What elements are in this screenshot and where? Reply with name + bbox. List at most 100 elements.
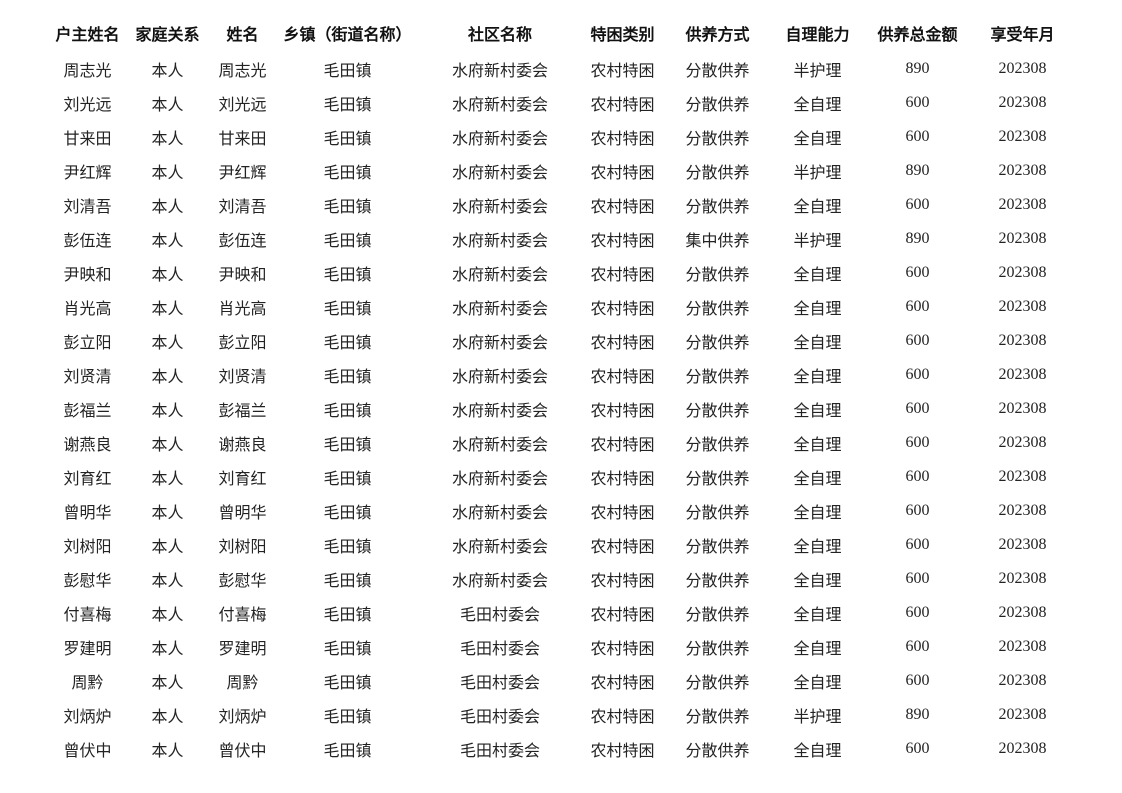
cell-category: 农村特困 [590, 403, 655, 420]
cell-support-method: 集中供养 [685, 233, 750, 250]
cell-support-method: 分散供养 [685, 267, 750, 284]
table-row: 尹映和 本人 尹映和 毛田镇 水府新村委会 农村特困 分散供养 全自理 600 202308 [45, 256, 1070, 290]
cell-period: 202308 [998, 366, 1047, 383]
cell-township: 毛田镇 [323, 301, 372, 318]
cell-self-care: 全自理 [793, 675, 842, 692]
table-row: 曾明华 本人 曾明华 毛田镇 水府新村委会 农村特困 分散供养 全自理 600 202308 [45, 494, 1070, 528]
cell-relationship: 本人 [151, 97, 184, 114]
cell-relationship: 本人 [151, 301, 184, 318]
table-row: 彭福兰 本人 彭福兰 毛田镇 水府新村委会 农村特困 分散供养 全自理 600 202308 [45, 392, 1070, 426]
cell-community: 毛田村委会 [459, 743, 540, 760]
cell-support-method: 分散供养 [685, 471, 750, 488]
cell-self-care: 全自理 [793, 641, 842, 658]
column-header-householder-name: 户主姓名 [55, 27, 120, 44]
cell-community: 水府新村委会 [451, 437, 548, 454]
cell-householder-name: 肖光高 [63, 301, 112, 318]
cell-township: 毛田镇 [323, 335, 372, 352]
cell-name: 刘育红 [218, 471, 267, 488]
cell-householder-name: 付喜梅 [63, 607, 112, 624]
cell-householder-name: 刘树阳 [63, 539, 112, 556]
cell-township: 毛田镇 [323, 505, 372, 522]
cell-householder-name: 彭伍连 [63, 233, 112, 250]
table-row: 刘光远 本人 刘光远 毛田镇 水府新村委会 农村特困 分散供养 全自理 600 202308 [45, 86, 1070, 120]
column-header-support-method: 供养方式 [685, 27, 750, 44]
special-hardship-support-table: 户主姓名 家庭关系 姓名 乡镇（街道名称） 社区名称 特困类别 供养方式 自理能力 供养总金额 享… [45, 14, 1070, 766]
cell-name: 刘光远 [218, 97, 267, 114]
cell-category: 农村特困 [590, 539, 655, 556]
cell-self-care: 全自理 [793, 301, 842, 318]
cell-period: 202308 [998, 196, 1047, 213]
cell-self-care: 全自理 [793, 607, 842, 624]
cell-township: 毛田镇 [323, 607, 372, 624]
cell-total-amount: 600 [905, 366, 930, 383]
column-header-period: 享受年月 [990, 27, 1055, 44]
cell-community: 水府新村委会 [451, 97, 548, 114]
cell-name: 周志光 [218, 63, 267, 80]
header-row: 户主姓名 家庭关系 姓名 乡镇（街道名称） 社区名称 特困类别 供养方式 自理能力 供养总金额 享… [45, 14, 1070, 52]
cell-support-method: 分散供养 [685, 165, 750, 182]
cell-total-amount: 600 [905, 332, 930, 349]
table-row: 刘贤清 本人 刘贤清 毛田镇 水府新村委会 农村特困 分散供养 全自理 600 202308 [45, 358, 1070, 392]
cell-householder-name: 尹红辉 [63, 165, 112, 182]
cell-township: 毛田镇 [323, 233, 372, 250]
cell-name: 付喜梅 [218, 607, 267, 624]
cell-category: 农村特困 [590, 233, 655, 250]
cell-category: 农村特困 [590, 471, 655, 488]
cell-township: 毛田镇 [323, 675, 372, 692]
cell-householder-name: 彭慰华 [63, 573, 112, 590]
cell-community: 水府新村委会 [451, 471, 548, 488]
cell-total-amount: 600 [905, 638, 930, 655]
column-header-total-amount: 供养总金额 [877, 27, 958, 44]
cell-total-amount: 600 [905, 536, 930, 553]
cell-self-care: 全自理 [793, 267, 842, 284]
column-header-township: 乡镇（街道名称） [283, 27, 412, 44]
cell-period: 202308 [998, 264, 1047, 281]
cell-relationship: 本人 [151, 573, 184, 590]
cell-category: 农村特困 [590, 301, 655, 318]
cell-name: 曾伏中 [218, 743, 267, 760]
cell-self-care: 全自理 [793, 369, 842, 386]
cell-support-method: 分散供养 [685, 131, 750, 148]
table-head: 户主姓名 家庭关系 姓名 乡镇（街道名称） 社区名称 特困类别 供养方式 自理能力 供养总金额 享… [45, 14, 1070, 52]
cell-name: 谢燕良 [218, 437, 267, 454]
cell-community: 水府新村委会 [451, 573, 548, 590]
cell-period: 202308 [998, 468, 1047, 485]
cell-relationship: 本人 [151, 369, 184, 386]
cell-name: 刘树阳 [218, 539, 267, 556]
cell-category: 农村特困 [590, 641, 655, 658]
cell-community: 水府新村委会 [451, 335, 548, 352]
cell-total-amount: 600 [905, 94, 930, 111]
cell-name: 彭伍连 [218, 233, 267, 250]
table-body: 周志光 本人 周志光 毛田镇 水府新村委会 农村特困 分散供养 半护理 890 202308 刘光远… [45, 52, 1070, 766]
cell-category: 农村特困 [590, 437, 655, 454]
cell-township: 毛田镇 [323, 471, 372, 488]
cell-relationship: 本人 [151, 471, 184, 488]
cell-category: 农村特困 [590, 97, 655, 114]
cell-relationship: 本人 [151, 267, 184, 284]
column-header-community: 社区名称 [467, 27, 532, 44]
cell-relationship: 本人 [151, 437, 184, 454]
cell-community: 水府新村委会 [451, 539, 548, 556]
cell-township: 毛田镇 [323, 743, 372, 760]
cell-total-amount: 600 [905, 672, 930, 689]
cell-total-amount: 600 [905, 434, 930, 451]
cell-category: 农村特困 [590, 369, 655, 386]
cell-relationship: 本人 [151, 641, 184, 658]
cell-householder-name: 周黔 [71, 675, 104, 692]
cell-period: 202308 [998, 128, 1047, 145]
cell-support-method: 分散供养 [685, 607, 750, 624]
table-row: 付喜梅 本人 付喜梅 毛田镇 毛田村委会 农村特困 分散供养 全自理 600 202308 [45, 596, 1070, 630]
cell-total-amount: 600 [905, 298, 930, 315]
cell-total-amount: 600 [905, 400, 930, 417]
cell-relationship: 本人 [151, 165, 184, 182]
cell-support-method: 分散供养 [685, 573, 750, 590]
cell-relationship: 本人 [151, 233, 184, 250]
cell-total-amount: 600 [905, 740, 930, 757]
cell-township: 毛田镇 [323, 369, 372, 386]
cell-support-method: 分散供养 [685, 675, 750, 692]
table-row: 尹红辉 本人 尹红辉 毛田镇 水府新村委会 农村特困 分散供养 半护理 890 202308 [45, 154, 1070, 188]
cell-self-care: 全自理 [793, 335, 842, 352]
cell-name: 彭立阳 [218, 335, 267, 352]
cell-township: 毛田镇 [323, 709, 372, 726]
cell-name: 尹映和 [218, 267, 267, 284]
